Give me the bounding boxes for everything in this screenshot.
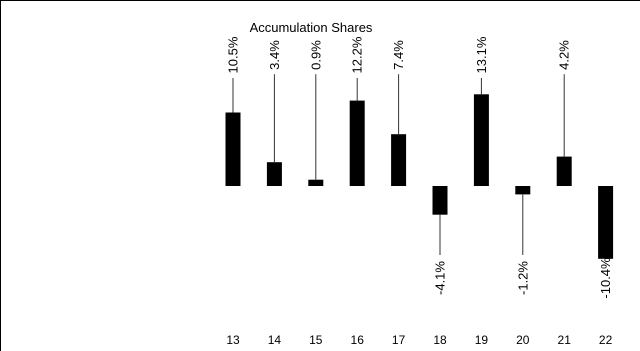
x-tick-label-19: 19 — [475, 333, 489, 347]
x-tick-label-17: 17 — [392, 333, 406, 347]
bar-14 — [266, 162, 282, 186]
bar-19 — [473, 94, 489, 186]
x-tick-label-16: 16 — [351, 333, 365, 347]
data-label-21: 4.2% — [557, 40, 572, 70]
bar-22 — [598, 186, 614, 259]
x-tick-label-21: 21 — [558, 333, 572, 347]
data-label-18: -4.1% — [433, 261, 448, 295]
data-label-16: 12.2% — [350, 36, 365, 73]
leader-lines-group — [232, 74, 565, 255]
x-tick-label-14: 14 — [268, 333, 282, 347]
bar-18 — [432, 186, 448, 215]
data-label-14: 3.4% — [267, 40, 282, 70]
x-tick-labels-group: 13 14 15 16 17 18 19 20 21 22 — [226, 333, 612, 347]
data-label-22: -10.4% — [598, 257, 613, 299]
x-tick-label-20: 20 — [516, 333, 530, 347]
bar-21 — [556, 156, 572, 186]
data-label-13: 10.5% — [226, 36, 241, 73]
x-tick-label-18: 18 — [433, 333, 447, 347]
bar-17 — [391, 134, 407, 186]
data-label-19: 13.1% — [474, 36, 489, 73]
x-tick-label-15: 15 — [309, 333, 323, 347]
data-label-20: -1.2% — [515, 261, 530, 295]
bars-group — [225, 94, 614, 259]
bar-20 — [515, 186, 531, 195]
bar-15 — [308, 179, 324, 186]
data-label-15: 0.9% — [308, 40, 323, 70]
x-tick-label-13: 13 — [226, 333, 240, 347]
chart-title: Accumulation Shares — [250, 20, 373, 35]
data-labels-group: 10.5% 3.4% 0.9% 12.2% 7.4% -4.1% 13.1% -1.2% 4.2… — [226, 36, 614, 298]
x-tick-label-22: 22 — [599, 333, 613, 347]
bar-16 — [349, 100, 365, 186]
data-label-17: 7.4% — [391, 40, 406, 70]
bar-13 — [225, 112, 241, 186]
